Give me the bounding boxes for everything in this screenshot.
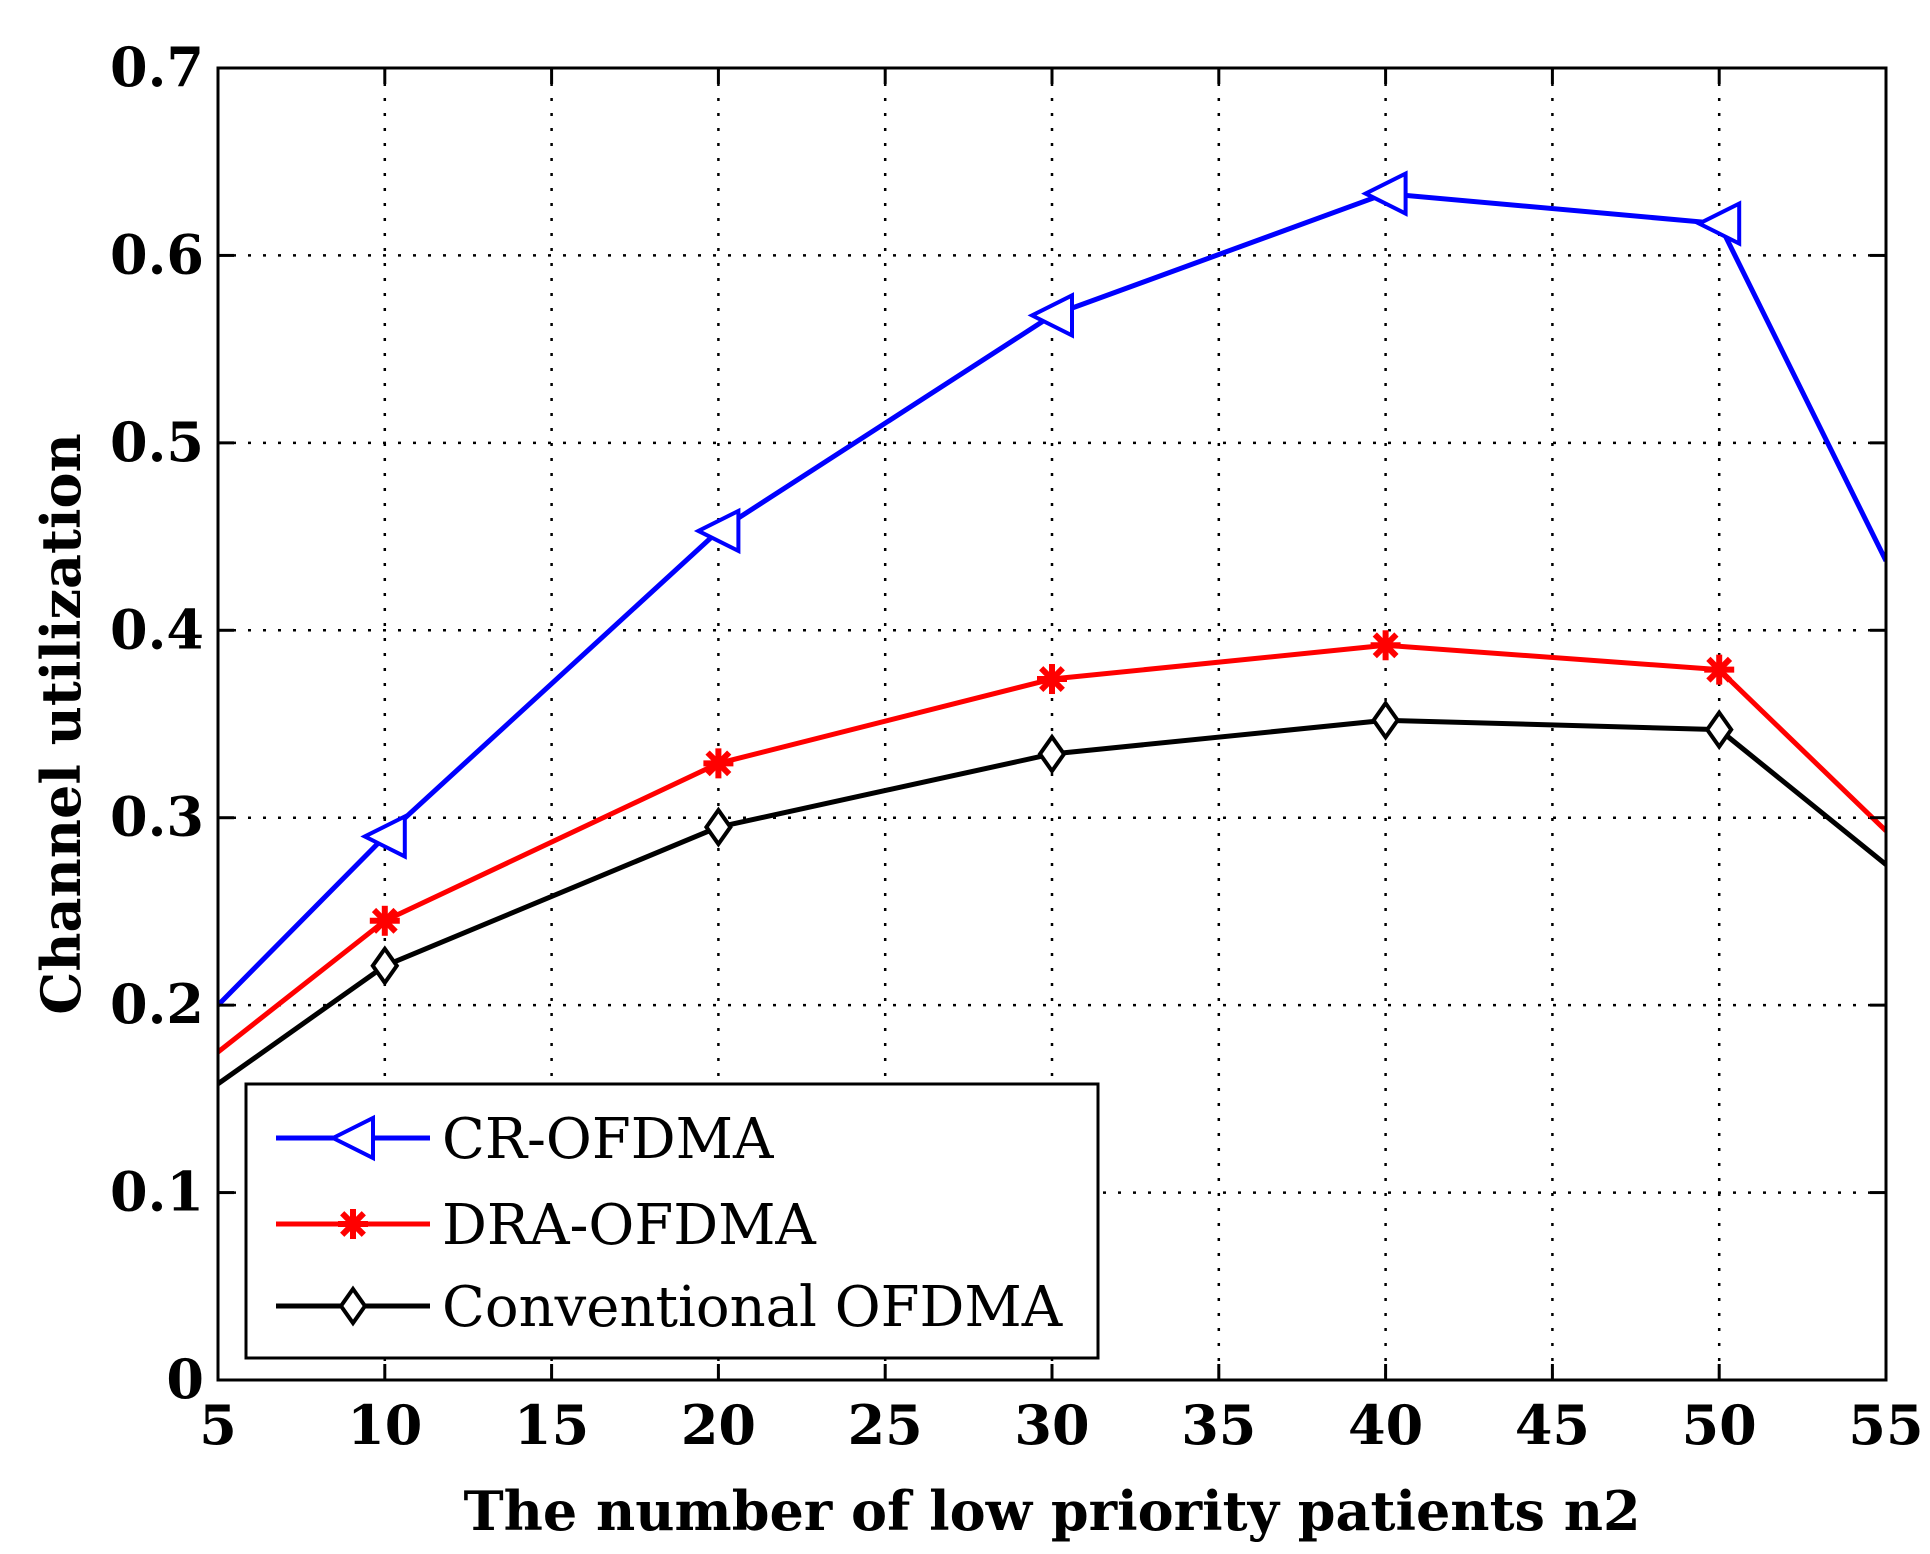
series-dra-ofdma: [218, 630, 1886, 1054]
legend-item: Conventional OFDMA: [276, 1275, 1063, 1340]
data-point: [1371, 699, 1401, 741]
legend-marker: [338, 1285, 368, 1327]
data-point: [1037, 664, 1067, 695]
x-tick-label: 20: [681, 1393, 756, 1457]
legend-label: Conventional OFDMA: [442, 1275, 1063, 1340]
legend: CR-OFDMA DRA-OFDMA Conventional OFDMA: [244, 1082, 1100, 1360]
legend-box: [244, 1082, 1100, 1360]
y-tick-label: 0.5: [110, 410, 204, 474]
legend-item: CR-OFDMA: [276, 1107, 774, 1172]
y-tick-label: 0.4: [110, 597, 204, 661]
legend-marker: [338, 1209, 368, 1239]
y-tick-label: 0.7: [110, 35, 204, 99]
x-tick-label: 50: [1682, 1393, 1757, 1457]
legend-marker: [328, 1114, 375, 1162]
data-point: [703, 748, 734, 779]
data-point: [1361, 170, 1408, 217]
data-point: [1704, 654, 1735, 685]
data-point: [1037, 733, 1067, 775]
x-tick-label: 55: [1848, 1393, 1923, 1457]
x-tick-label: 25: [848, 1393, 923, 1457]
data-point: [1704, 709, 1734, 751]
data-point: [1027, 292, 1074, 339]
data-point: [693, 507, 741, 555]
data-point: [370, 945, 400, 987]
x-tick-label: 5: [199, 1393, 237, 1457]
y-axis-title: Channel utilization: [29, 433, 93, 1015]
x-axis-title: The number of low priority patients n2: [463, 1479, 1640, 1543]
data-point: [1370, 630, 1401, 661]
legend-label: DRA-OFDMA: [442, 1193, 816, 1258]
y-tick-label: 0.6: [110, 222, 204, 286]
x-tick-label: 10: [347, 1393, 422, 1457]
y-tick-label: 0.1: [110, 1160, 204, 1224]
tick-layer: 5 10 15 20 25 30 35 40 45 50 55 0 0.1 0.2 0.3 0.4 0.5 0.6…: [110, 35, 1924, 1457]
x-tick-label: 40: [1348, 1393, 1423, 1457]
legend-item: DRA-OFDMA: [276, 1193, 816, 1258]
series-cr-ofdma: [218, 170, 1886, 1007]
x-tick-label: 35: [1181, 1393, 1256, 1457]
x-tick-label: 30: [1014, 1393, 1089, 1457]
data-point: [360, 813, 407, 860]
series-conventional-ofdma: [218, 699, 1886, 1086]
x-tick-label: 15: [514, 1393, 589, 1457]
data-point: [1694, 200, 1742, 247]
legend-label: CR-OFDMA: [442, 1107, 774, 1172]
y-tick-label: 0: [166, 1347, 204, 1411]
y-tick-label: 0.2: [110, 972, 204, 1036]
data-point: [369, 905, 400, 936]
y-tick-label: 0.3: [110, 785, 204, 849]
series-layer: [218, 170, 1886, 1086]
data-point: [703, 806, 733, 848]
x-tick-label: 45: [1515, 1393, 1590, 1457]
